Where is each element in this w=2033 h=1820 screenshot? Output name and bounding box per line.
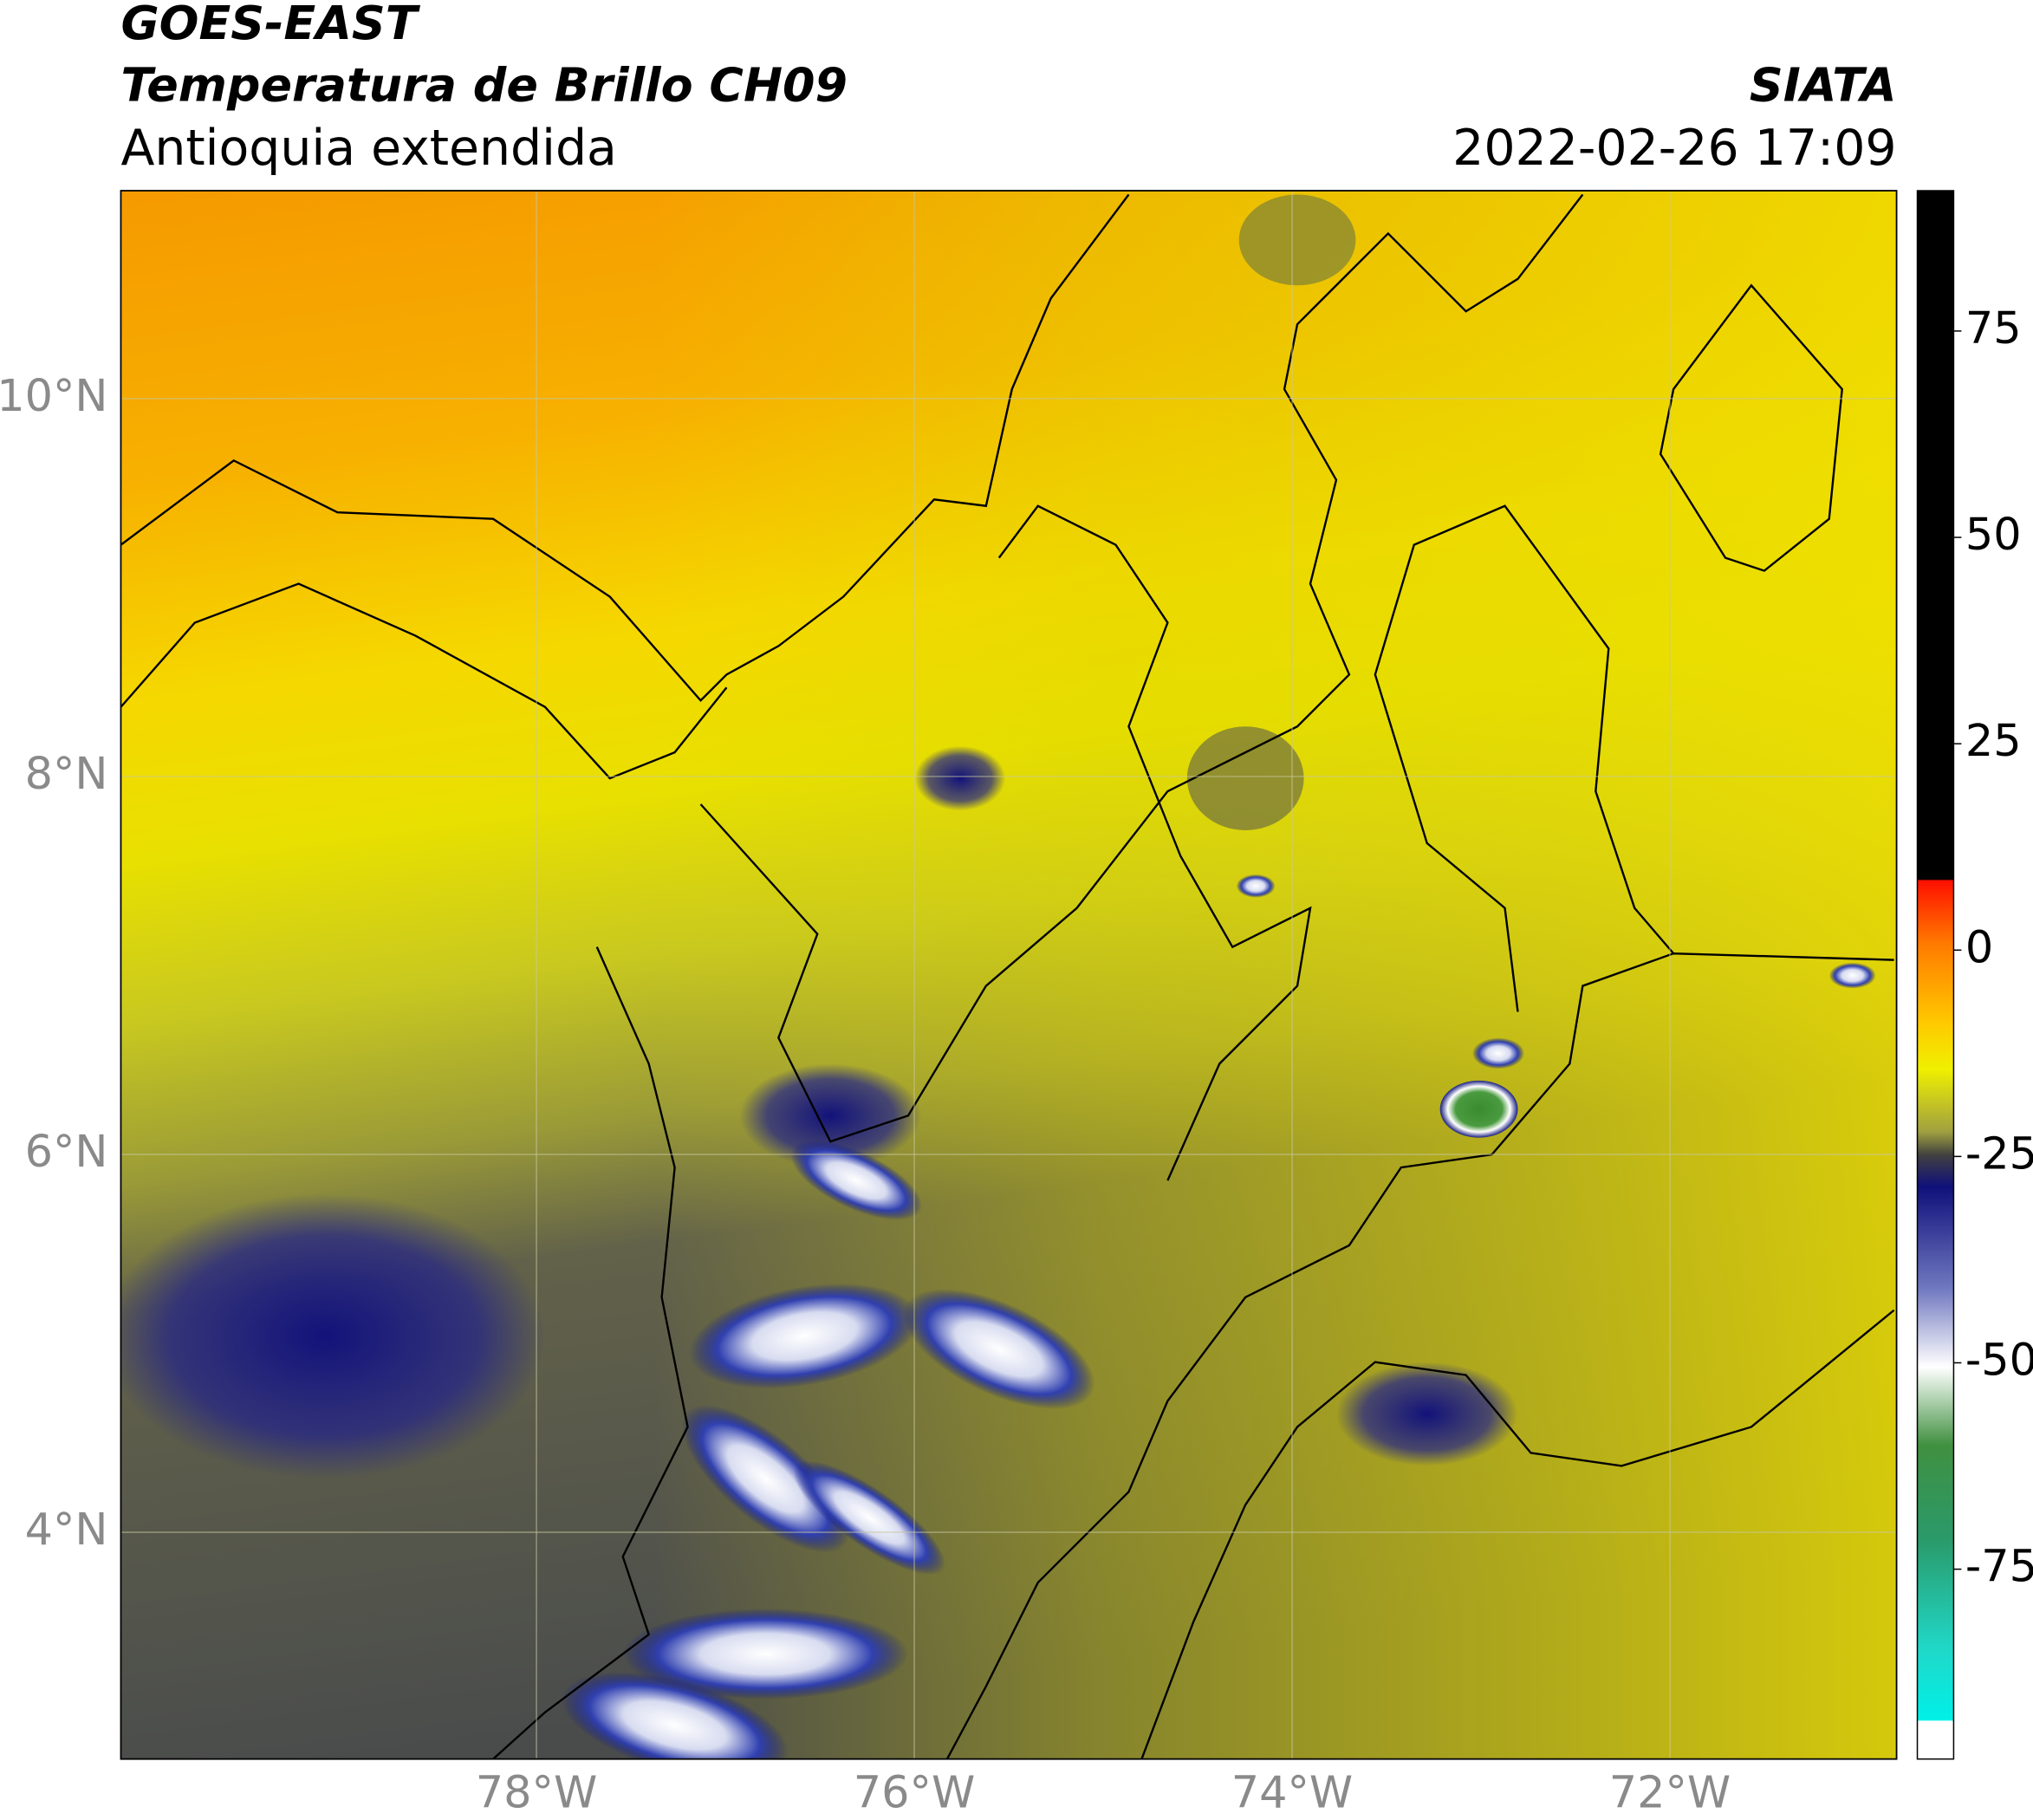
grid [120, 191, 1897, 1759]
satellite-image [120, 191, 1897, 1759]
source: SIATA [1750, 58, 1897, 113]
y-tick-label: 8°N [25, 749, 108, 800]
title: GOES-EAST [120, 0, 420, 50]
region: Antioquia extendida [120, 120, 616, 177]
timestamp: 2022-02-26 17:09 [1452, 120, 1896, 177]
y-tick-label: 6°N [25, 1127, 108, 1178]
colorbar-tick-label: 25 [1965, 716, 2022, 767]
x-tick-label: 72°W [1609, 1768, 1731, 1819]
colorbar [1916, 190, 1955, 1760]
colorbar-tick-label: 50 [1965, 510, 2022, 561]
x-tick-label: 78°W [476, 1768, 597, 1819]
colorbar-tick-label: -25 [1965, 1128, 2033, 1180]
subtitle: Temperatura de Brillo CH09 [120, 58, 848, 113]
colorbar-tick-label: 75 [1965, 303, 2022, 354]
colorbar-tick-label: -50 [1965, 1335, 2033, 1386]
colorbar-tick-label: -75 [1965, 1542, 2033, 1593]
map-frame [120, 190, 1898, 1760]
y-tick-label: 4°N [25, 1505, 108, 1556]
x-tick-label: 74°W [1231, 1768, 1353, 1819]
y-tick-label: 10°N [0, 371, 107, 422]
colorbar-tick-label: 0 [1965, 922, 1993, 973]
x-tick-label: 76°W [854, 1768, 975, 1819]
